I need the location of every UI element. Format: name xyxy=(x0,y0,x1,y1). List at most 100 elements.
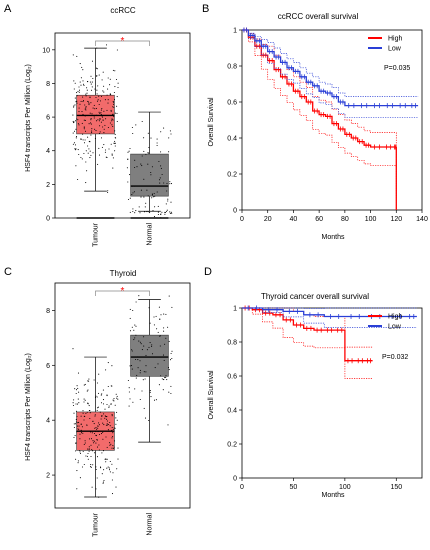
data-point xyxy=(95,442,97,444)
y-tick-label-d-3: 0.6 xyxy=(227,374,237,381)
data-point xyxy=(83,384,85,386)
data-point xyxy=(105,418,108,420)
data-point xyxy=(153,316,155,318)
data-point xyxy=(88,450,90,452)
data-point xyxy=(104,124,106,126)
data-point xyxy=(109,425,111,427)
data-point xyxy=(83,463,85,466)
data-point xyxy=(87,448,89,450)
x-tick-label-c-1: Normal xyxy=(147,513,154,536)
data-point xyxy=(91,81,93,83)
data-point xyxy=(147,195,149,197)
data-point xyxy=(96,477,98,479)
data-point xyxy=(88,102,90,104)
data-point xyxy=(75,458,77,460)
data-point xyxy=(74,149,77,151)
data-point xyxy=(72,143,74,145)
data-point xyxy=(98,449,100,451)
data-point xyxy=(111,437,113,439)
data-point xyxy=(112,119,114,121)
data-point xyxy=(142,379,144,381)
data-point xyxy=(171,350,173,352)
data-point xyxy=(83,419,85,421)
data-point xyxy=(152,210,154,212)
data-point xyxy=(102,450,105,452)
data-point xyxy=(76,415,78,418)
data-point xyxy=(94,137,96,140)
legend-d: High Low xyxy=(368,314,403,331)
data-point xyxy=(98,496,100,498)
y-axis-label-a: HSF4 transcripts Per Million (Log₂) xyxy=(25,64,32,172)
data-point xyxy=(169,130,171,132)
data-point xyxy=(110,109,112,111)
data-point xyxy=(112,106,114,108)
data-point xyxy=(89,157,91,159)
data-point xyxy=(95,107,98,109)
y-tick-label-d-0: 0 xyxy=(233,476,237,483)
data-point xyxy=(90,89,93,91)
chart-title-d: Thyroid cancer overall survival xyxy=(261,292,369,301)
data-point xyxy=(143,150,145,152)
data-point xyxy=(98,74,100,76)
data-point xyxy=(94,415,96,417)
data-point xyxy=(148,211,150,213)
data-point xyxy=(132,208,134,210)
data-point xyxy=(84,104,86,106)
data-point xyxy=(129,147,131,150)
significance-bracket-a xyxy=(95,40,150,46)
data-point xyxy=(138,206,140,208)
data-point xyxy=(149,322,151,324)
data-point xyxy=(76,470,78,472)
data-point xyxy=(109,442,111,444)
data-point xyxy=(97,119,99,121)
data-point xyxy=(111,385,113,387)
data-point xyxy=(116,96,118,98)
data-point xyxy=(98,147,100,149)
p-value-d: P=0.032 xyxy=(382,354,408,361)
data-point xyxy=(157,363,159,365)
data-point xyxy=(82,139,84,141)
data-point xyxy=(166,209,168,211)
data-point xyxy=(93,379,95,381)
censor-marks-d-low xyxy=(247,305,415,319)
data-point xyxy=(114,70,116,72)
data-point xyxy=(73,142,76,144)
data-point xyxy=(139,369,141,371)
data-point xyxy=(90,117,92,120)
data-point xyxy=(90,154,92,156)
data-point xyxy=(148,419,150,422)
data-point xyxy=(170,211,172,213)
data-point xyxy=(134,337,136,339)
data-point xyxy=(165,337,167,339)
data-point xyxy=(135,325,137,327)
data-point xyxy=(84,440,86,442)
data-point xyxy=(170,385,172,387)
data-point xyxy=(129,330,132,332)
data-point xyxy=(105,458,107,460)
data-point xyxy=(103,85,105,87)
data-point xyxy=(76,95,78,97)
data-point xyxy=(147,163,149,165)
data-point xyxy=(77,398,79,400)
data-point xyxy=(90,83,92,85)
data-point xyxy=(102,422,104,424)
data-point xyxy=(78,107,80,109)
data-point xyxy=(129,398,131,400)
data-point xyxy=(90,102,92,104)
data-point xyxy=(79,81,81,83)
data-point xyxy=(108,405,110,407)
data-point xyxy=(75,148,77,150)
data-point xyxy=(95,130,97,132)
data-point xyxy=(74,104,76,106)
legend-label-b-low: Low xyxy=(388,46,402,53)
legend-label-d-high: High xyxy=(388,314,403,321)
data-point xyxy=(97,99,99,101)
data-point xyxy=(101,415,103,417)
data-point xyxy=(101,107,103,110)
data-point xyxy=(91,113,93,115)
data-point xyxy=(163,330,165,332)
data-point xyxy=(91,130,93,132)
data-point xyxy=(74,144,77,146)
data-point xyxy=(88,448,90,450)
survival-curve-b-high xyxy=(242,29,397,210)
